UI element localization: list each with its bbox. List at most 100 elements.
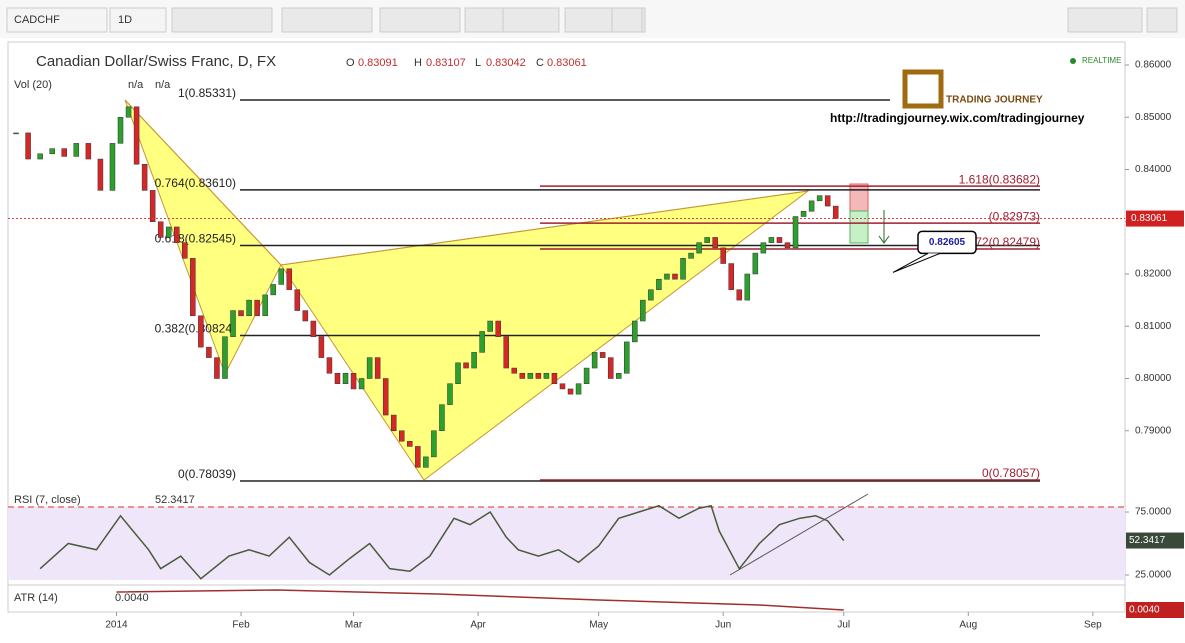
candle (49, 148, 55, 155)
candle (455, 362, 461, 384)
candle (824, 195, 831, 207)
fib-label: 1.618(0.83682) (959, 172, 1040, 186)
candle (97, 158, 104, 191)
candle (624, 341, 630, 374)
candle (575, 383, 582, 395)
candle (334, 373, 341, 384)
x-tick-label: Mar (345, 620, 363, 631)
fib-label: 0.764(0.83610) (155, 176, 236, 190)
legend-title: Canadian Dollar/Swiss Franc, D, FX (36, 53, 276, 70)
candle (366, 357, 373, 379)
low: 0.83042 (486, 57, 526, 69)
callout-pointer (892, 252, 941, 273)
indicator-last: 52.3417 (155, 494, 195, 506)
candle (479, 331, 485, 353)
candle (310, 320, 317, 337)
candle (736, 289, 743, 301)
symbol-box[interactable] (6, 7, 108, 33)
candle (543, 373, 550, 379)
y-tick-label: 0.81000 (1135, 321, 1172, 332)
candle (776, 237, 783, 243)
high: 0.83107 (426, 57, 466, 69)
rsi-band (8, 507, 1125, 580)
candle (808, 200, 815, 212)
candle (358, 378, 365, 390)
candle (61, 148, 68, 157)
candle (527, 373, 534, 379)
candle (254, 299, 260, 317)
candle (768, 237, 775, 243)
last-value: 52.3417 (1129, 535, 1166, 546)
candle (149, 190, 156, 222)
callout-box (917, 230, 977, 255)
candle (222, 336, 228, 379)
candle (270, 284, 276, 296)
candle (407, 440, 413, 447)
last-price: 0.83061 (1131, 213, 1168, 224)
callout-label: 0.82605 (929, 237, 966, 248)
x-tick-label: Aug (959, 620, 977, 631)
candle (238, 310, 244, 317)
candle (157, 221, 164, 238)
candle (728, 263, 734, 290)
fib-label: 0.382(0.80824) (155, 322, 236, 336)
candle (302, 310, 309, 322)
y-tick-label: 0.80000 (1135, 373, 1172, 384)
y-tick-label: 0.84000 (1135, 164, 1172, 175)
candle (262, 294, 268, 317)
candle (792, 216, 799, 249)
candle (423, 456, 429, 468)
candle (607, 357, 614, 379)
candle (125, 106, 132, 118)
candle (615, 373, 622, 379)
candle (784, 242, 791, 249)
candle (198, 315, 204, 348)
fib-label: 0(0.78039) (178, 467, 236, 481)
candle (13, 132, 19, 135)
y-tick-label: 0.86000 (1135, 60, 1172, 71)
x-tick-label: Sep (1084, 620, 1102, 631)
candle (712, 237, 718, 249)
candle (704, 237, 710, 243)
candle (25, 132, 31, 160)
candle (760, 242, 767, 254)
candle (399, 430, 405, 442)
candle (567, 388, 574, 395)
candle (294, 289, 301, 311)
candle (374, 357, 381, 379)
last-price-box (1126, 210, 1184, 227)
candle (431, 430, 437, 458)
logo (902, 69, 944, 109)
x-tick-label: Apr (470, 620, 486, 631)
last-value-box (1126, 602, 1184, 618)
harmonic-pattern (124, 99, 810, 481)
candle (278, 268, 284, 285)
indicator-line (39, 504, 845, 580)
candle (720, 247, 726, 264)
candle (551, 373, 558, 384)
candle (190, 258, 196, 317)
interval-box[interactable] (109, 7, 167, 33)
candle (559, 383, 566, 390)
candle (342, 373, 349, 384)
stop-zone (849, 183, 869, 212)
candle (230, 310, 236, 337)
candle (471, 352, 477, 369)
toolbar-icons[interactable] (171, 7, 1178, 33)
last-value: 0.0040 (1129, 605, 1160, 616)
brand-url: http://tradingjourney.wix.com/tradingjou… (830, 111, 1085, 125)
candle (648, 289, 654, 301)
candle (246, 299, 252, 317)
candle (447, 383, 453, 405)
candle (535, 373, 542, 379)
candle (415, 446, 421, 468)
candle (800, 211, 807, 217)
y-tick-label: 25.0000 (1135, 570, 1172, 581)
candle (133, 106, 140, 165)
y-tick-label: 0.85000 (1135, 112, 1172, 123)
candle (591, 352, 598, 369)
candle (286, 268, 293, 290)
close: 0.83061 (547, 57, 587, 69)
realtime: REALTIME (1082, 56, 1121, 65)
